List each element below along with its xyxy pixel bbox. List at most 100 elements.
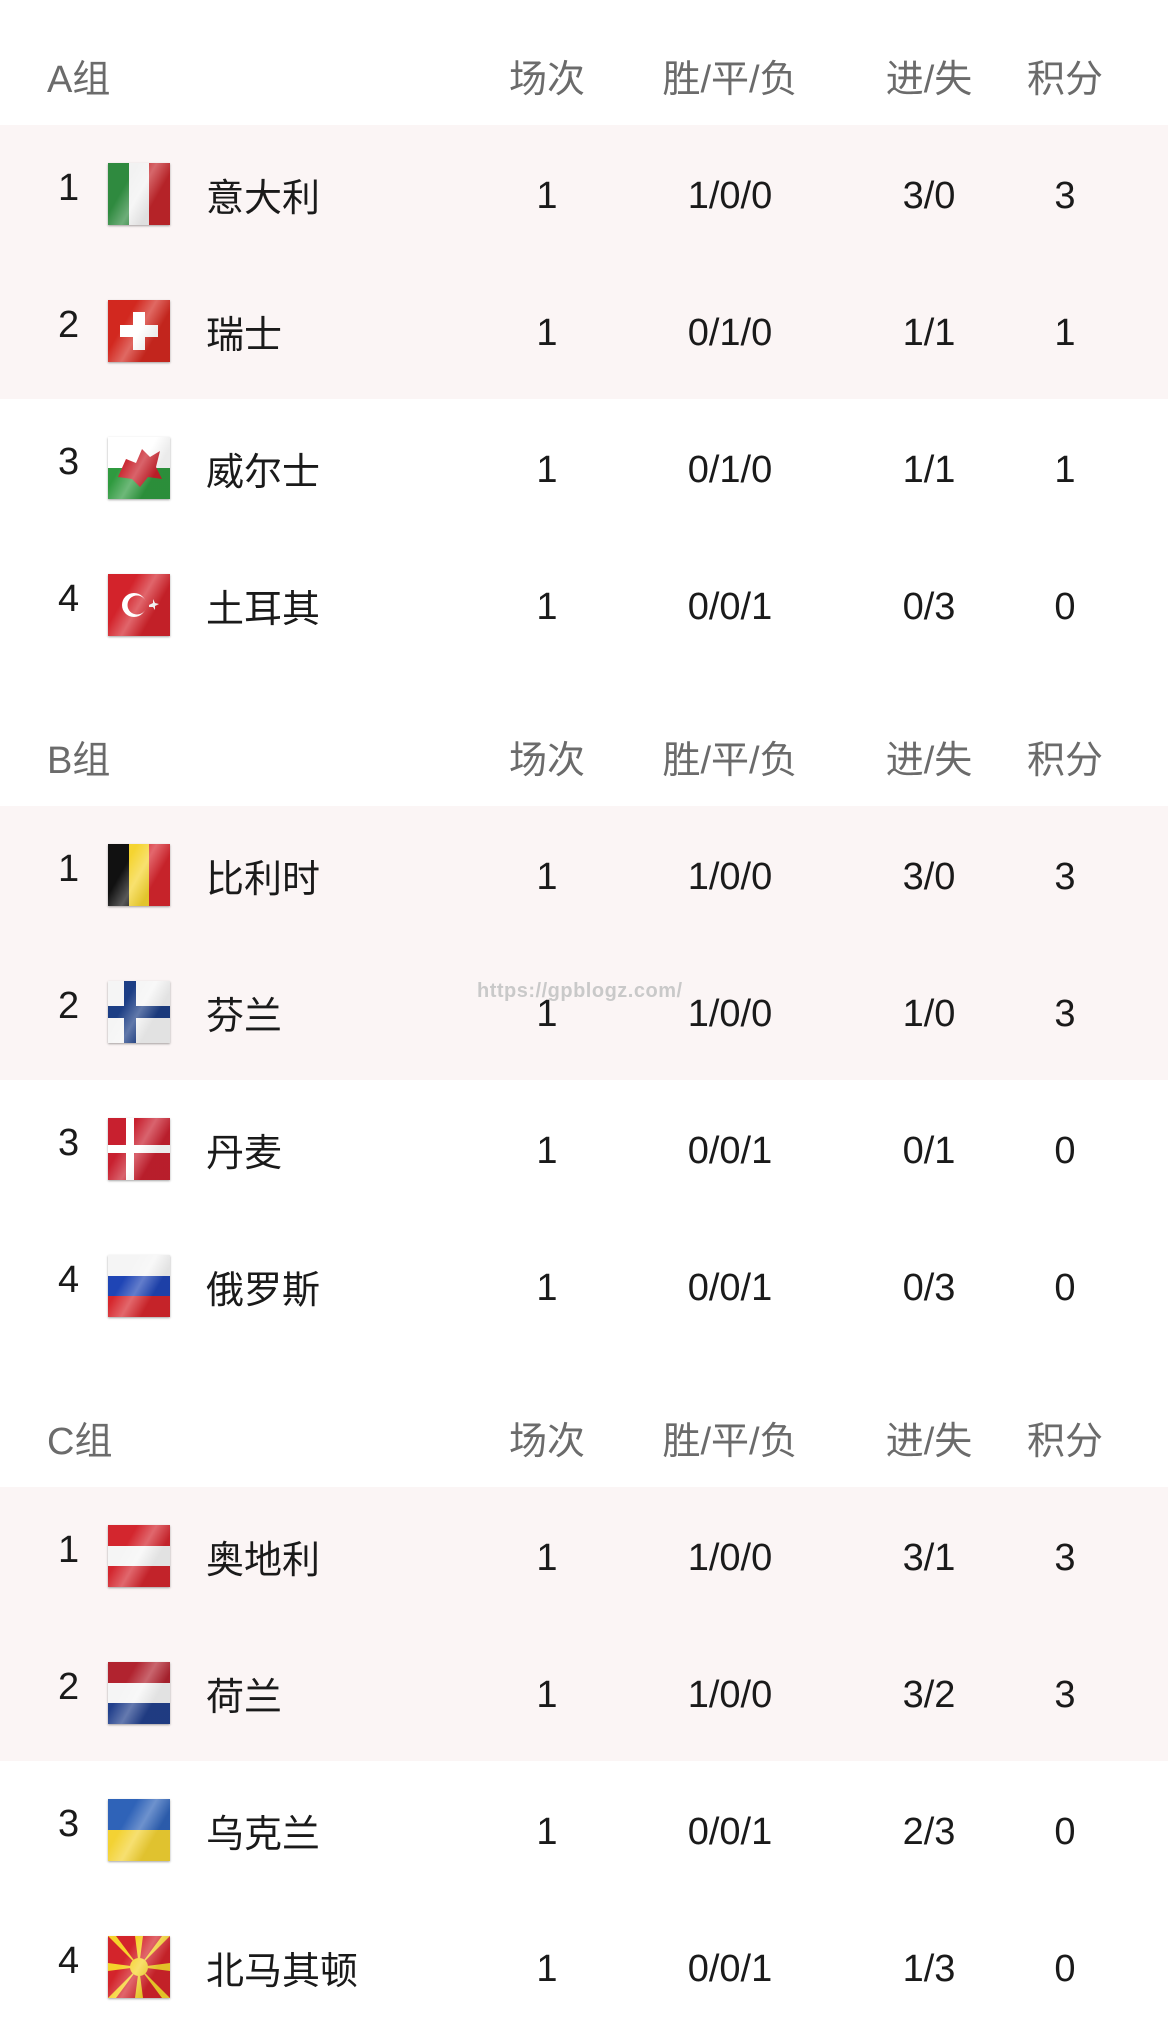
team-name[interactable]: 北马其顿 xyxy=(206,1951,359,1993)
header-points: 积分 xyxy=(1026,59,1104,101)
points: 3 xyxy=(1054,993,1076,1035)
wdl: 0/1/0 xyxy=(687,449,773,491)
north-macedonia-flag-icon xyxy=(108,1936,170,1998)
played: 1 xyxy=(536,1674,558,1716)
header-goals: 进/失 xyxy=(885,1421,973,1463)
netherlands-flag-icon xyxy=(108,1662,170,1724)
wdl: 1/0/0 xyxy=(687,993,773,1035)
wdl: 0/0/1 xyxy=(687,1948,773,1990)
header-points: 积分 xyxy=(1026,740,1104,782)
points: 3 xyxy=(1054,1537,1076,1579)
header-played: 场次 xyxy=(508,59,586,101)
wdl: 1/0/0 xyxy=(687,1537,773,1579)
goals: 0/3 xyxy=(902,1267,956,1309)
goals: 1/1 xyxy=(902,449,956,491)
team-name[interactable]: 比利时 xyxy=(206,859,321,901)
wdl: 0/0/1 xyxy=(687,1130,773,1172)
group-title: A组 xyxy=(47,59,111,101)
ukraine-flag-icon xyxy=(108,1799,170,1861)
switzerland-flag-icon xyxy=(108,300,170,362)
header-goals: 进/失 xyxy=(885,59,973,101)
austria-flag-icon xyxy=(108,1525,170,1587)
finland-flag-icon xyxy=(108,981,170,1043)
header-points: 积分 xyxy=(1026,1421,1104,1463)
team-name[interactable]: 荷兰 xyxy=(206,1677,283,1719)
played: 1 xyxy=(536,312,558,354)
team-rank: 1 xyxy=(58,1529,80,1571)
table-row[interactable]: 1 意大利 1 1/0/0 3/0 3 xyxy=(0,125,1168,262)
team-name[interactable]: 意大利 xyxy=(206,178,321,220)
team-rank: 1 xyxy=(58,848,80,890)
points: 0 xyxy=(1054,586,1076,628)
table-row[interactable]: 2 瑞士 1 0/1/0 1/1 1 xyxy=(0,262,1168,399)
group-header: C组 场次 胜/平/负 进/失 积分 xyxy=(0,1354,1168,1487)
russia-flag-icon xyxy=(108,1255,170,1317)
goals: 2/3 xyxy=(902,1811,956,1853)
team-rank: 4 xyxy=(58,1940,80,1982)
points: 1 xyxy=(1054,449,1076,491)
group-title: B组 xyxy=(47,740,111,782)
header-goals: 进/失 xyxy=(885,740,973,782)
table-row[interactable]: 4 北马其顿 1 0/0/1 1/3 0 xyxy=(0,1898,1168,2035)
wdl: 1/0/0 xyxy=(687,175,773,217)
points: 3 xyxy=(1054,1674,1076,1716)
points: 1 xyxy=(1054,312,1076,354)
denmark-flag-icon xyxy=(108,1118,170,1180)
played: 1 xyxy=(536,175,558,217)
team-name[interactable]: 土耳其 xyxy=(206,589,321,631)
table-row[interactable]: 4 俄罗斯 1 0/0/1 0/3 0 xyxy=(0,1217,1168,1354)
points: 3 xyxy=(1054,856,1076,898)
team-name[interactable]: 威尔士 xyxy=(206,452,321,494)
table-row[interactable]: 1 奥地利 1 1/0/0 3/1 3 xyxy=(0,1487,1168,1624)
table-row[interactable]: 2 芬兰 1 1/0/0 1/0 3 xyxy=(0,943,1168,1080)
team-name[interactable]: 丹麦 xyxy=(206,1133,283,1175)
team-name[interactable]: 瑞士 xyxy=(206,315,283,357)
team-rank: 4 xyxy=(58,578,80,620)
team-name[interactable]: 奥地利 xyxy=(206,1540,321,1582)
goals: 0/1 xyxy=(902,1130,956,1172)
group-title: C组 xyxy=(47,1421,113,1463)
team-rank: 3 xyxy=(58,441,80,483)
italy-flag-icon xyxy=(108,163,170,225)
watermark: https://gpblogz.com/ xyxy=(477,980,683,1002)
team-name[interactable]: 俄罗斯 xyxy=(206,1270,321,1312)
goals: 1/0 xyxy=(902,993,956,1035)
team-rank: 3 xyxy=(58,1122,80,1164)
table-row[interactable]: 3 乌克兰 1 0/0/1 2/3 0 xyxy=(0,1761,1168,1898)
wdl: 0/0/1 xyxy=(687,1811,773,1853)
goals: 3/2 xyxy=(902,1674,956,1716)
turkey-flag-icon xyxy=(108,574,170,636)
belgium-flag-icon xyxy=(108,844,170,906)
header-played: 场次 xyxy=(508,740,586,782)
goals: 1/1 xyxy=(902,312,956,354)
played: 1 xyxy=(536,1267,558,1309)
team-name[interactable]: 乌克兰 xyxy=(206,1814,321,1856)
played: 1 xyxy=(536,856,558,898)
points: 0 xyxy=(1054,1811,1076,1853)
team-name[interactable]: 芬兰 xyxy=(206,996,283,1038)
goals: 3/0 xyxy=(902,175,956,217)
table-row[interactable]: 2 荷兰 1 1/0/0 3/2 3 xyxy=(0,1624,1168,1761)
points: 3 xyxy=(1054,175,1076,217)
header-played: 场次 xyxy=(508,1421,586,1463)
wdl: 1/0/0 xyxy=(687,1674,773,1716)
table-row[interactable]: 3 丹麦 1 0/0/1 0/1 0 xyxy=(0,1080,1168,1217)
played: 1 xyxy=(536,993,558,1035)
team-rank: 2 xyxy=(58,1666,80,1708)
team-rank: 3 xyxy=(58,1803,80,1845)
goals: 1/3 xyxy=(902,1948,956,1990)
points: 0 xyxy=(1054,1267,1076,1309)
goals: 3/0 xyxy=(902,856,956,898)
played: 1 xyxy=(536,1811,558,1853)
table-row[interactable]: 4 土耳其 1 0/0/1 0/3 0 xyxy=(0,536,1168,673)
team-rank: 2 xyxy=(58,985,80,1027)
points: 0 xyxy=(1054,1948,1076,1990)
table-row[interactable]: 1 比利时 1 1/0/0 3/0 3 xyxy=(0,806,1168,943)
team-rank: 1 xyxy=(58,167,80,209)
played: 1 xyxy=(536,449,558,491)
table-row[interactable]: 3 威尔士 1 0/1/0 1/1 1 xyxy=(0,399,1168,536)
goals: 0/3 xyxy=(902,586,956,628)
played: 1 xyxy=(536,1948,558,1990)
header-wdl: 胜/平/负 xyxy=(662,740,798,782)
